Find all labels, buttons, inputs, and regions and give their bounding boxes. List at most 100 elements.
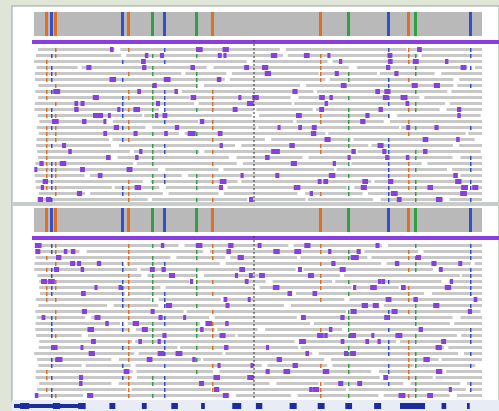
mismatch [415, 198, 417, 202]
coverage-variant [163, 12, 166, 36]
read [227, 186, 346, 189]
read [364, 250, 418, 253]
mismatch [320, 388, 322, 392]
mismatch [470, 304, 472, 308]
insertion [225, 321, 228, 326]
read [351, 162, 421, 165]
mismatch [196, 78, 198, 82]
mismatch [388, 162, 390, 166]
insertion [239, 267, 245, 272]
read [402, 286, 482, 289]
mismatch [152, 298, 154, 302]
insertion [110, 47, 114, 52]
mismatch [196, 198, 198, 202]
mismatch [46, 186, 48, 190]
mismatch [128, 358, 130, 362]
insertion [296, 113, 302, 118]
mismatch [196, 84, 198, 88]
insertion [329, 327, 332, 332]
coverage-variant [469, 208, 472, 232]
mismatch [196, 274, 198, 278]
mismatch [415, 150, 417, 154]
insertion [416, 255, 421, 260]
mismatch [46, 108, 48, 112]
read [87, 250, 204, 253]
insertion [327, 53, 330, 58]
mismatch [415, 244, 417, 248]
insertion [434, 83, 440, 88]
insertion [388, 59, 393, 64]
mismatch [51, 144, 53, 148]
read [241, 180, 371, 183]
read [454, 322, 482, 325]
mismatch [122, 346, 124, 350]
mismatch [470, 286, 472, 290]
mismatch [212, 120, 214, 124]
mismatch [122, 376, 124, 380]
coverage-variant [45, 208, 48, 232]
insertion [265, 155, 270, 160]
insertion [158, 339, 161, 344]
bottom-feature [232, 403, 241, 409]
mismatch [348, 174, 350, 178]
insertion [436, 345, 442, 350]
read [371, 256, 482, 259]
mismatch [388, 192, 390, 196]
insertion [338, 381, 343, 386]
mismatch [122, 292, 124, 296]
insertion [200, 327, 204, 332]
mismatch [152, 114, 154, 118]
mismatch [51, 328, 53, 332]
mismatch [470, 388, 472, 392]
insertion [392, 309, 398, 314]
insertion [191, 95, 197, 100]
mismatch [46, 268, 48, 272]
mismatch [408, 174, 410, 178]
mismatch [51, 364, 53, 368]
mismatch [320, 66, 322, 70]
read [301, 346, 445, 349]
mismatch [212, 382, 214, 386]
mismatch [46, 168, 48, 172]
mismatch [55, 250, 57, 254]
insertion [386, 297, 392, 302]
mismatch [164, 340, 166, 344]
insertion [273, 285, 280, 290]
read [113, 120, 198, 123]
mismatch [122, 364, 124, 368]
mismatch [320, 250, 322, 254]
mismatch [212, 310, 214, 314]
read [194, 96, 291, 99]
mismatch [388, 114, 390, 118]
read [441, 72, 482, 75]
read [188, 174, 330, 177]
insertion [52, 119, 59, 124]
read [344, 274, 460, 277]
insertion [213, 375, 220, 380]
insertion [331, 261, 335, 266]
mismatch [196, 150, 198, 154]
insertion [35, 249, 40, 254]
mismatch [122, 286, 124, 290]
mismatch [152, 102, 154, 106]
read [176, 256, 225, 259]
insertion [218, 131, 223, 136]
insertion [474, 297, 478, 302]
insertion [226, 249, 231, 254]
read [39, 382, 111, 385]
insertion [247, 375, 254, 380]
read [39, 132, 179, 135]
coverage-variant [151, 12, 154, 36]
insertion [299, 339, 306, 344]
mismatch [320, 192, 322, 196]
read [37, 150, 130, 153]
insertion [220, 143, 223, 148]
mismatch [415, 310, 417, 314]
mismatch [415, 54, 417, 58]
read [166, 286, 255, 289]
mismatch [470, 66, 472, 70]
mismatch [415, 304, 417, 308]
insertion [153, 83, 157, 88]
insertion [218, 363, 221, 368]
mismatch [152, 280, 154, 284]
